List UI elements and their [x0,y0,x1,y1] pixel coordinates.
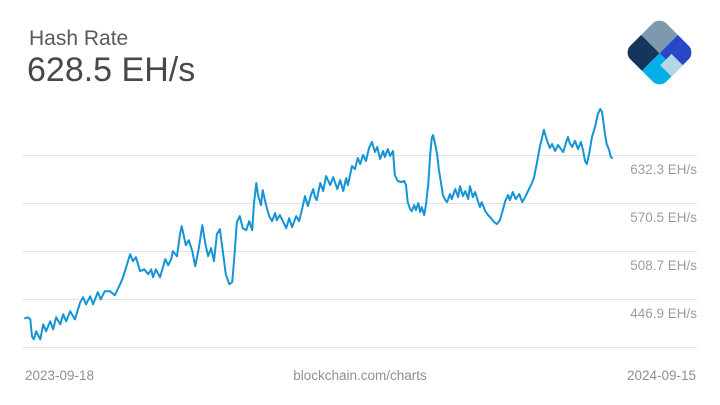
y-axis-label-4: 446.9 EH/s [630,306,697,321]
x-axis-end-date: 2024-09-15 [626,368,696,383]
chart-title: Hash Rate [29,27,129,50]
gridline-570 [22,203,697,204]
hash-rate-line [24,108,613,341]
y-axis-label-3: 508.7 EH/s [630,258,697,273]
gridline-632 [22,155,697,156]
watermark-url: blockchain.com/charts [293,368,427,383]
gridline-446 [22,299,697,300]
y-axis-label-2: 570.5 EH/s [630,210,697,225]
y-axis-label-1: 632.3 EH/s [630,162,697,177]
gridline-508 [22,251,697,252]
gridline-bottom [22,347,697,348]
hash-rate-line-chart[interactable] [22,98,697,348]
x-axis-start-date: 2023-09-18 [25,368,95,383]
blockchain-logo-quadrants [623,16,696,89]
current-hash-rate-value: 628.5 EH/s [27,51,196,89]
blockchain-logo-icon[interactable] [623,16,696,89]
